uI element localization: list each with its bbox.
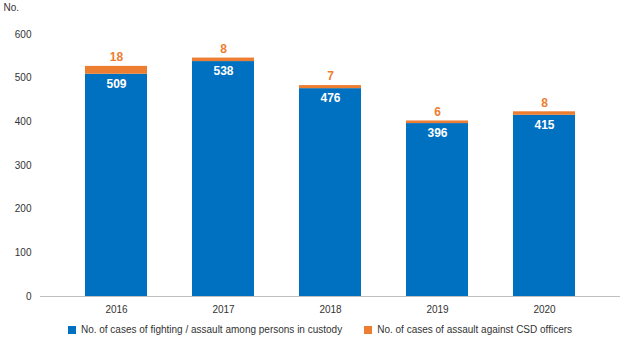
svg-text:500: 500 bbox=[15, 72, 32, 83]
svg-text:2019: 2019 bbox=[426, 304, 449, 315]
svg-text:2020: 2020 bbox=[533, 304, 556, 315]
svg-text:7: 7 bbox=[327, 69, 334, 83]
svg-text:2016: 2016 bbox=[105, 304, 128, 315]
html-text:No. of cases of fighting / ass: No. of cases of fighting / assault among… bbox=[80, 324, 343, 335]
svg-text:400: 400 bbox=[15, 116, 32, 127]
svg-text:476: 476 bbox=[320, 91, 340, 105]
svg-text:6: 6 bbox=[434, 105, 441, 119]
svg-text:18: 18 bbox=[110, 50, 124, 64]
svg-text:8: 8 bbox=[220, 42, 227, 56]
svg-text:300: 300 bbox=[15, 160, 32, 171]
html-text:No. of cases of assault agains: No. of cases of assault against CSD offi… bbox=[377, 324, 573, 335]
svg-text:No.: No. bbox=[4, 2, 20, 13]
svg-text:0: 0 bbox=[26, 291, 32, 302]
svg-text:509: 509 bbox=[106, 77, 126, 91]
svg-text:538: 538 bbox=[213, 64, 233, 78]
svg-text:2018: 2018 bbox=[319, 304, 342, 315]
svg-text:2017: 2017 bbox=[212, 304, 235, 315]
svg-text:415: 415 bbox=[534, 118, 554, 132]
svg-text:396: 396 bbox=[427, 126, 447, 140]
svg-text:100: 100 bbox=[15, 247, 32, 258]
svg-text:8: 8 bbox=[541, 96, 548, 110]
svg-text:600: 600 bbox=[15, 29, 32, 40]
svg-text:200: 200 bbox=[15, 203, 32, 214]
